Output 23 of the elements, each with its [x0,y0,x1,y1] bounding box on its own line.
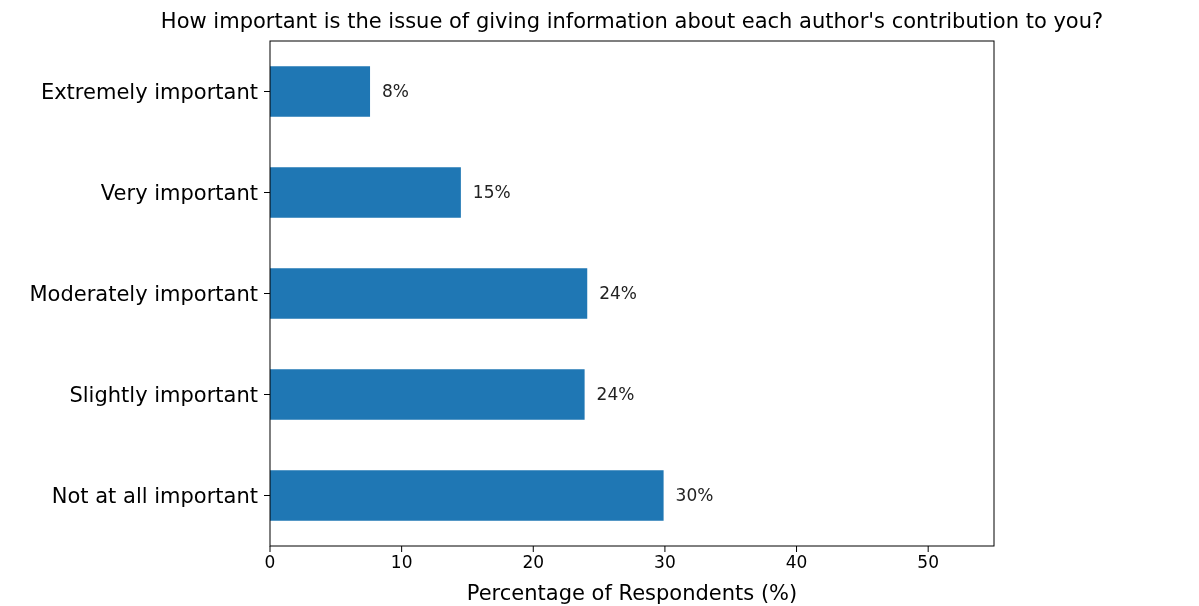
bar [270,66,371,117]
x-tick-label: 10 [390,552,413,572]
data-label: 15% [472,182,511,203]
data-label: 24% [596,384,635,405]
chart-title: How important is the issue of giving information about each author's contribution to you? [160,9,1104,33]
bar [270,369,585,420]
data-label: 8% [382,81,410,102]
bar [270,268,588,319]
x-tick-label: 20 [522,552,545,572]
x-tick-label: 30 [654,552,676,572]
bar [270,470,664,521]
y-tick-label: Very important [100,180,258,205]
data-label: 30% [675,485,714,506]
x-tick-label: 0 [264,552,276,572]
x-axis-title: Percentage of Respondents (%) [466,581,798,605]
y-tick-label: Extremely important [40,79,258,104]
x-tick-label: 50 [917,552,939,572]
y-tick-label: Slightly important [69,382,258,407]
data-label: 24% [599,283,638,304]
x-tick-label: 40 [785,552,808,572]
bar [270,167,461,218]
y-tick-label: Not at all important [51,483,258,508]
y-tick-label: Moderately important [29,281,258,306]
